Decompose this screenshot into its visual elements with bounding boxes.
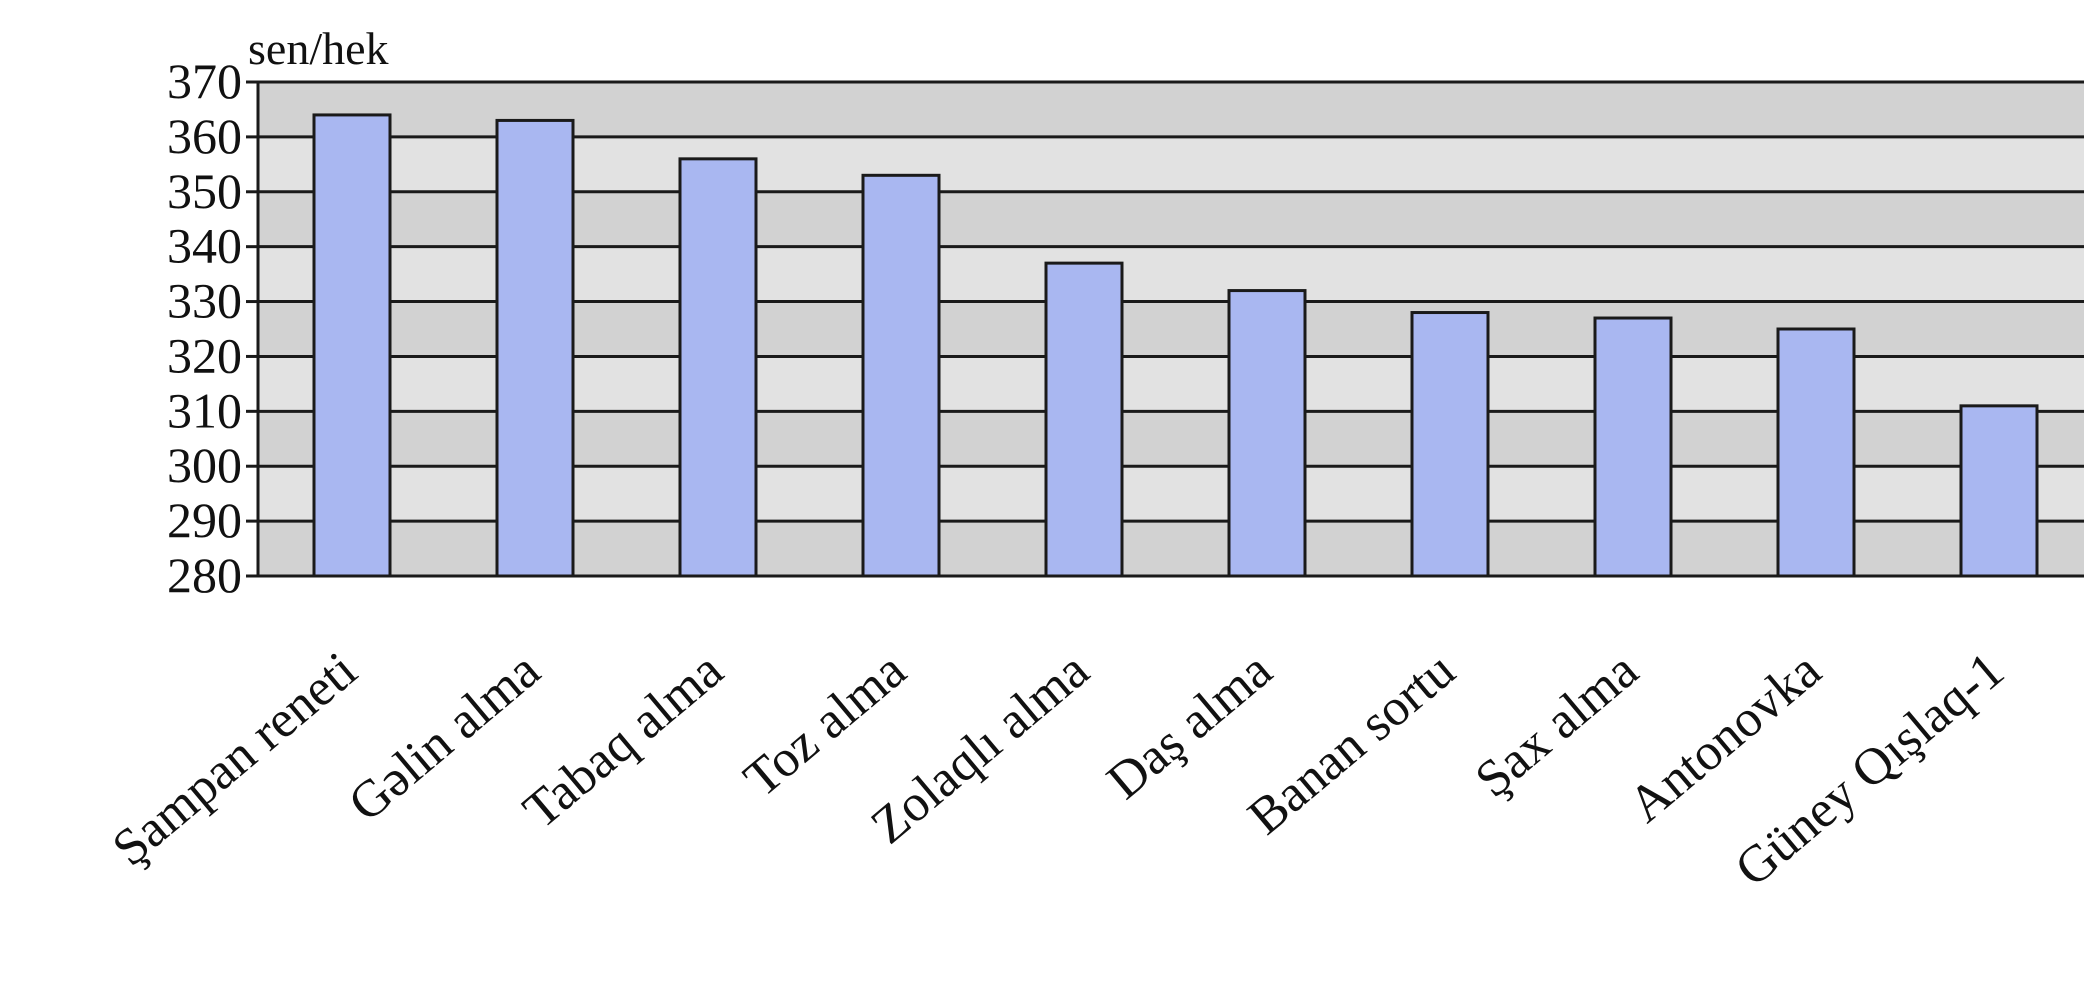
y-tick-label: 370 [167,53,242,109]
y-tick-label: 350 [167,163,242,219]
y-tick-label: 310 [167,382,242,438]
bar [312,113,392,578]
bar [678,157,758,578]
x-category-label: Banan sortu [1238,642,1466,846]
x-category-label: Şampan reneti [102,642,368,878]
y-tick-label: 280 [167,547,242,603]
bar [1410,311,1490,578]
y-tick-label: 360 [167,108,242,164]
bar [1044,261,1124,578]
bar [1959,404,2039,578]
bar [861,173,941,578]
y-tick-label: 340 [167,218,242,274]
x-category-label: Şax alma [1465,642,1649,809]
x-category-label: Tabaq alma [513,642,734,840]
bar [495,118,575,578]
x-category-label: Toz alma [734,642,917,809]
y-axis-unit-label: sen/hek [248,23,389,74]
bar [1593,316,1673,578]
x-category-label: Daş alma [1097,642,1283,811]
y-tick-label: 330 [167,273,242,329]
bar [1776,327,1856,578]
bar [1227,289,1307,578]
y-tick-label: 290 [167,492,242,548]
bars [312,113,2039,578]
y-tick-label: 320 [167,327,242,383]
y-tick-label: 300 [167,437,242,493]
